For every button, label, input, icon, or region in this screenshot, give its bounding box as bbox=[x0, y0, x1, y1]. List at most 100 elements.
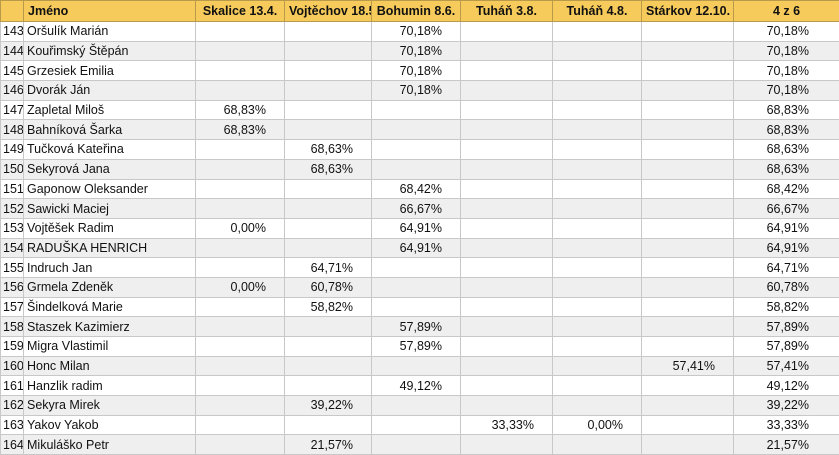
total-cell: 68,83% bbox=[733, 119, 839, 141]
table-row: 153 Vojtěšek Radim 0,00% 64,91% 64,91% bbox=[0, 217, 839, 239]
score-cell: 64,91% bbox=[371, 237, 461, 259]
score-cell bbox=[552, 395, 642, 416]
score-cell bbox=[460, 178, 553, 200]
table-row: 147 Zapletal Miloš 68,83% 68,83% bbox=[0, 99, 839, 121]
score-cell bbox=[460, 336, 553, 357]
score-cell bbox=[641, 336, 734, 357]
score-cell bbox=[552, 158, 642, 180]
score-cell: 68,63% bbox=[284, 139, 372, 160]
name-cell: Dvorák Ján bbox=[23, 80, 196, 101]
name-cell: Grmela Zdeněk bbox=[23, 276, 196, 298]
score-cell bbox=[552, 119, 642, 141]
score-cell bbox=[284, 355, 372, 377]
score-cell: 70,18% bbox=[371, 80, 461, 101]
score-cell bbox=[195, 257, 285, 278]
header-total: 4 z 6 bbox=[733, 0, 839, 22]
table-row: 161 Hanzlik radim 49,12% 49,12% bbox=[0, 375, 839, 397]
score-cell bbox=[641, 158, 734, 180]
total-cell: 39,22% bbox=[733, 395, 839, 416]
header-row: Jméno Skalice 13.4. Vojtěchov 18.5. Bohu… bbox=[0, 0, 839, 22]
score-cell bbox=[371, 296, 461, 318]
score-cell bbox=[284, 21, 372, 42]
name-cell: Yakov Yakob bbox=[23, 414, 196, 436]
score-cell bbox=[641, 139, 734, 160]
score-cell bbox=[371, 395, 461, 416]
rank-cell: 150 bbox=[0, 158, 24, 180]
name-cell: Zapletal Miloš bbox=[23, 99, 196, 121]
score-cell bbox=[195, 395, 285, 416]
score-cell bbox=[371, 99, 461, 121]
rank-cell: 157 bbox=[0, 296, 24, 318]
rank-cell: 143 bbox=[0, 21, 24, 42]
score-cell bbox=[552, 60, 642, 82]
table-row: 154 RADUŠKA HENRICH 64,91% 64,91% bbox=[0, 237, 839, 259]
score-cell bbox=[552, 21, 642, 42]
score-cell bbox=[284, 336, 372, 357]
score-cell bbox=[641, 375, 734, 397]
score-cell bbox=[552, 198, 642, 219]
header-name: Jméno bbox=[23, 0, 196, 22]
score-cell bbox=[552, 80, 642, 101]
score-cell: 68,42% bbox=[371, 178, 461, 200]
score-cell bbox=[284, 198, 372, 219]
score-cell bbox=[641, 257, 734, 278]
score-cell bbox=[552, 316, 642, 337]
rank-cell: 155 bbox=[0, 257, 24, 278]
table-row: 144 Kouřimský Štěpán 70,18% 70,18% bbox=[0, 40, 839, 62]
table-row: 159 Migra Vlastimil 57,89% 57,89% bbox=[0, 336, 839, 357]
rank-cell: 159 bbox=[0, 336, 24, 357]
header-event-vojtechov: Vojtěchov 18.5. bbox=[284, 0, 372, 22]
score-cell bbox=[641, 276, 734, 298]
total-cell: 57,89% bbox=[733, 336, 839, 357]
total-cell: 68,83% bbox=[733, 99, 839, 121]
name-cell: Hanzlik radim bbox=[23, 375, 196, 397]
score-cell bbox=[552, 276, 642, 298]
name-cell: Sekyrová Jana bbox=[23, 158, 196, 180]
rank-cell: 153 bbox=[0, 217, 24, 239]
name-cell: Tučková Kateřina bbox=[23, 139, 196, 160]
name-cell: Indruch Jan bbox=[23, 257, 196, 278]
score-cell: 33,33% bbox=[460, 414, 553, 436]
score-cell bbox=[460, 40, 553, 62]
score-cell: 57,89% bbox=[371, 336, 461, 357]
score-cell bbox=[641, 296, 734, 318]
score-cell bbox=[195, 40, 285, 62]
score-cell bbox=[195, 237, 285, 259]
score-cell bbox=[195, 178, 285, 200]
score-cell bbox=[552, 139, 642, 160]
score-cell bbox=[195, 21, 285, 42]
total-cell: 49,12% bbox=[733, 375, 839, 397]
rank-cell: 158 bbox=[0, 316, 24, 337]
rank-cell: 156 bbox=[0, 276, 24, 298]
score-cell bbox=[552, 217, 642, 239]
score-cell: 0,00% bbox=[552, 414, 642, 436]
rank-cell: 149 bbox=[0, 139, 24, 160]
score-cell bbox=[284, 414, 372, 436]
score-cell bbox=[195, 60, 285, 82]
score-cell bbox=[460, 296, 553, 318]
total-cell: 60,78% bbox=[733, 276, 839, 298]
header-rank bbox=[0, 0, 24, 22]
score-cell bbox=[460, 21, 553, 42]
score-cell bbox=[460, 158, 553, 180]
score-cell bbox=[371, 158, 461, 180]
score-cell: 68,83% bbox=[195, 119, 285, 141]
score-cell bbox=[460, 119, 553, 141]
score-cell bbox=[195, 336, 285, 357]
header-event-tuhan-1: Tuháň 3.8. bbox=[460, 0, 553, 22]
name-cell: Oršulík Marián bbox=[23, 21, 196, 42]
total-cell: 58,82% bbox=[733, 296, 839, 318]
name-cell: Sekyra Mirek bbox=[23, 395, 196, 416]
table-row: 156 Grmela Zdeněk 0,00% 60,78% 60,78% bbox=[0, 276, 839, 298]
score-cell bbox=[371, 434, 461, 455]
score-cell bbox=[552, 99, 642, 121]
score-cell bbox=[552, 336, 642, 357]
total-cell: 68,42% bbox=[733, 178, 839, 200]
score-cell bbox=[371, 414, 461, 436]
score-cell bbox=[641, 414, 734, 436]
score-cell bbox=[195, 414, 285, 436]
score-cell bbox=[460, 99, 553, 121]
score-cell bbox=[371, 119, 461, 141]
score-cell bbox=[460, 355, 553, 377]
